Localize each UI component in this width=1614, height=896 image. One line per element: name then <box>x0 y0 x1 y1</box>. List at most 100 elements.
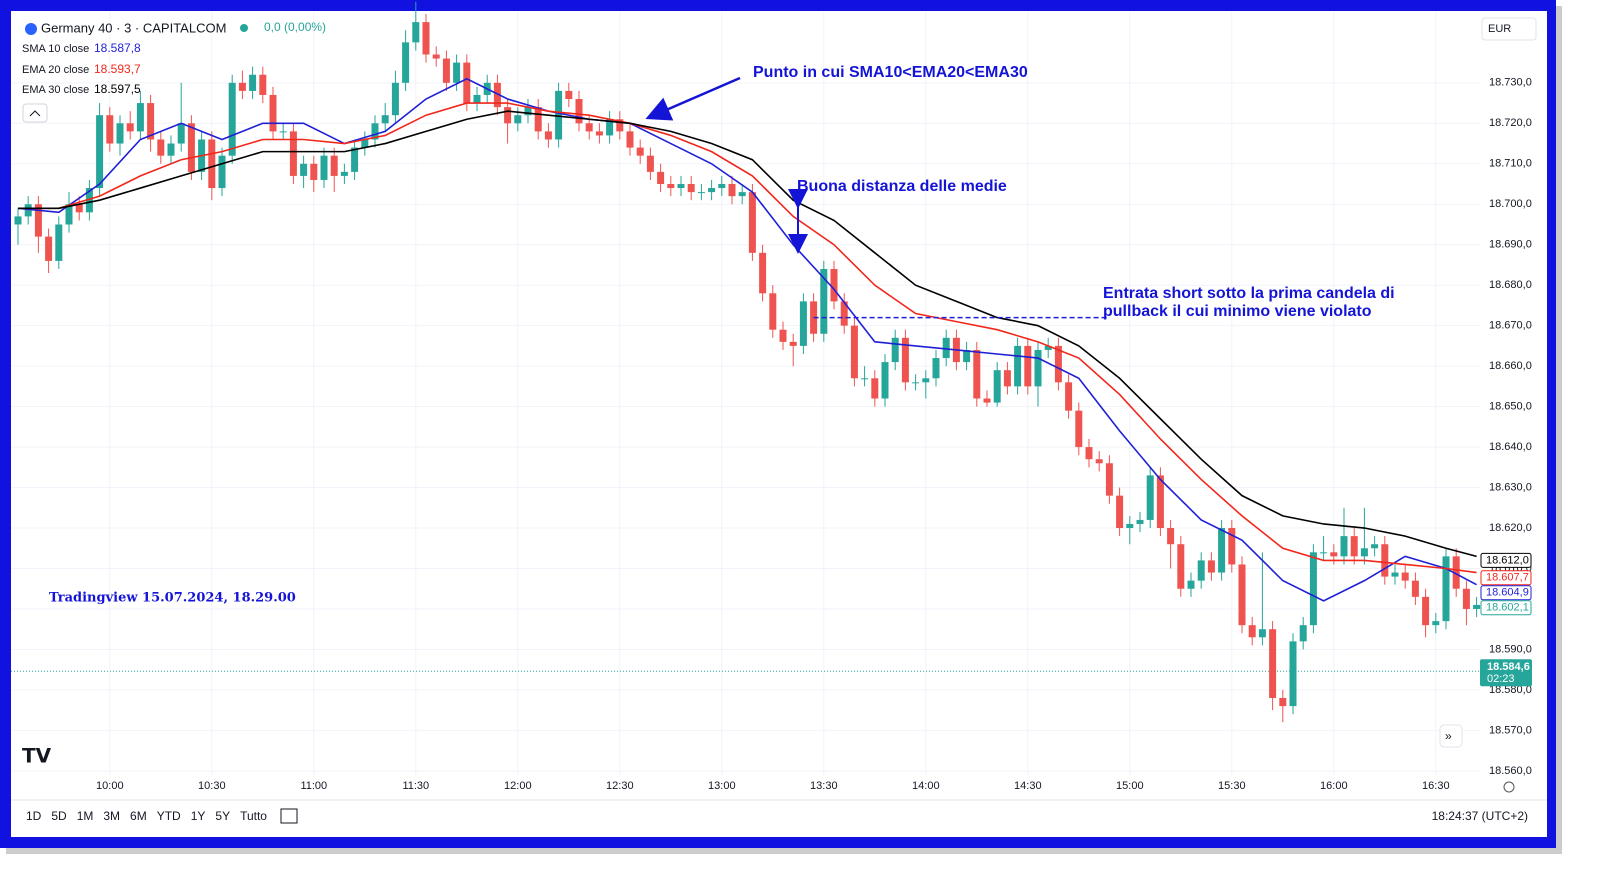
scroll-button[interactable] <box>1439 724 1463 748</box>
candle-body <box>1411 580 1419 597</box>
candle-body <box>177 123 185 144</box>
candle-body <box>187 123 195 172</box>
candle-body <box>473 94 481 104</box>
moving-average <box>18 102 1477 574</box>
candle-body <box>1360 548 1368 557</box>
range-button[interactable]: 1Y <box>191 809 206 823</box>
candle-body <box>351 147 359 172</box>
range-button[interactable]: 5D <box>51 809 67 823</box>
legend-value: 18.597,5 <box>94 82 141 96</box>
candle-body <box>147 103 155 140</box>
candle-body <box>1330 552 1338 557</box>
collapse-button[interactable] <box>22 103 48 123</box>
candle-body <box>45 236 53 261</box>
candle-body <box>728 184 736 197</box>
candle-body <box>871 378 879 399</box>
price-tag <box>1480 585 1532 601</box>
candle-body <box>820 269 828 334</box>
range-button[interactable]: 3M <box>103 809 120 823</box>
candle-body <box>228 82 236 156</box>
candle-body <box>769 293 777 330</box>
logo: 𝗧𝗩 <box>22 745 52 767</box>
candle-body <box>14 216 22 225</box>
change: 0,0 (0,00%) <box>264 20 326 34</box>
price-tag <box>1480 570 1532 586</box>
annotation: Punto in cui SMA10<EMA20<EMA30 <box>753 64 1028 81</box>
symbol-icon <box>25 23 37 35</box>
range-button[interactable]: 1M <box>77 809 94 823</box>
candle-body <box>157 139 165 156</box>
candle-body <box>1014 345 1022 387</box>
candle-body <box>259 74 267 95</box>
candle-body <box>249 74 257 91</box>
x-tick-label: 10:00 <box>96 780 124 792</box>
x-tick-label: 14:00 <box>912 780 940 792</box>
candle-body <box>1309 552 1317 626</box>
currency: EUR <box>1488 23 1511 35</box>
candle-body <box>55 224 63 261</box>
candle-body <box>555 90 563 140</box>
range-button[interactable]: Tutto <box>240 809 267 823</box>
candle-body <box>861 378 869 380</box>
collapse-icon <box>29 110 41 117</box>
candle-body <box>1105 463 1113 496</box>
x-tick-label: 12:00 <box>504 780 532 792</box>
candle-body <box>993 370 1001 403</box>
candle-body <box>1320 552 1328 554</box>
candle-body <box>697 192 705 194</box>
candle-body <box>463 62 471 104</box>
candle-body <box>167 143 175 156</box>
candle-body <box>922 378 930 383</box>
range-button[interactable]: 6M <box>130 809 147 823</box>
range-button[interactable]: 5Y <box>215 809 230 823</box>
candle-body <box>453 62 461 83</box>
clock: 18:24:37 (UTC+2) <box>1432 809 1528 823</box>
candle-body <box>514 115 522 124</box>
candle-body <box>1187 580 1195 589</box>
candle-body <box>606 119 614 136</box>
candle-body <box>1228 528 1236 565</box>
last-price-label: 18.584,6 <box>1487 661 1530 673</box>
candle-body <box>1207 560 1215 573</box>
candle-body <box>391 82 399 116</box>
candle-body <box>116 123 124 144</box>
y-tick-label: 18.560,0 <box>1489 765 1532 777</box>
candle-body <box>942 337 950 359</box>
settings-icon[interactable] <box>1503 781 1515 793</box>
candle-body <box>595 131 603 136</box>
y-tick-label: 18.690,0 <box>1489 239 1532 251</box>
price-tag <box>1480 552 1532 568</box>
candle-body <box>1054 345 1062 383</box>
candle-body <box>1238 564 1246 626</box>
candle-body <box>340 171 348 176</box>
range-button[interactable]: YTD <box>157 809 181 823</box>
candle-body <box>269 94 277 132</box>
date-range-icon[interactable] <box>280 808 298 824</box>
candle-body <box>1177 544 1185 589</box>
candle-body <box>1442 556 1450 622</box>
symbol: Germany 40 · 3 · CAPITALCOM <box>41 20 226 35</box>
candle-body <box>238 82 246 91</box>
candle-body <box>330 155 338 176</box>
candle-body <box>1350 536 1358 557</box>
y-tick-label: 18.650,0 <box>1489 401 1532 413</box>
candle-body <box>779 329 787 342</box>
candle-body <box>718 184 726 189</box>
candle-body <box>1044 345 1052 350</box>
candle-body <box>1422 596 1430 626</box>
range-button[interactable]: 1D <box>26 809 42 823</box>
candle-body <box>891 337 899 363</box>
candle-body <box>1432 621 1440 626</box>
candle-body <box>1248 625 1256 638</box>
annotation-arrow <box>645 76 741 121</box>
candle-body <box>1167 528 1175 545</box>
price-tag-label: 18.604,9 <box>1486 587 1529 599</box>
candle-body <box>1146 475 1154 520</box>
currency-button[interactable] <box>1481 17 1537 41</box>
y-tick-label: 18.660,0 <box>1489 360 1532 372</box>
candle-body <box>1126 523 1134 529</box>
candle-body <box>585 123 593 132</box>
candle-body <box>65 204 73 225</box>
